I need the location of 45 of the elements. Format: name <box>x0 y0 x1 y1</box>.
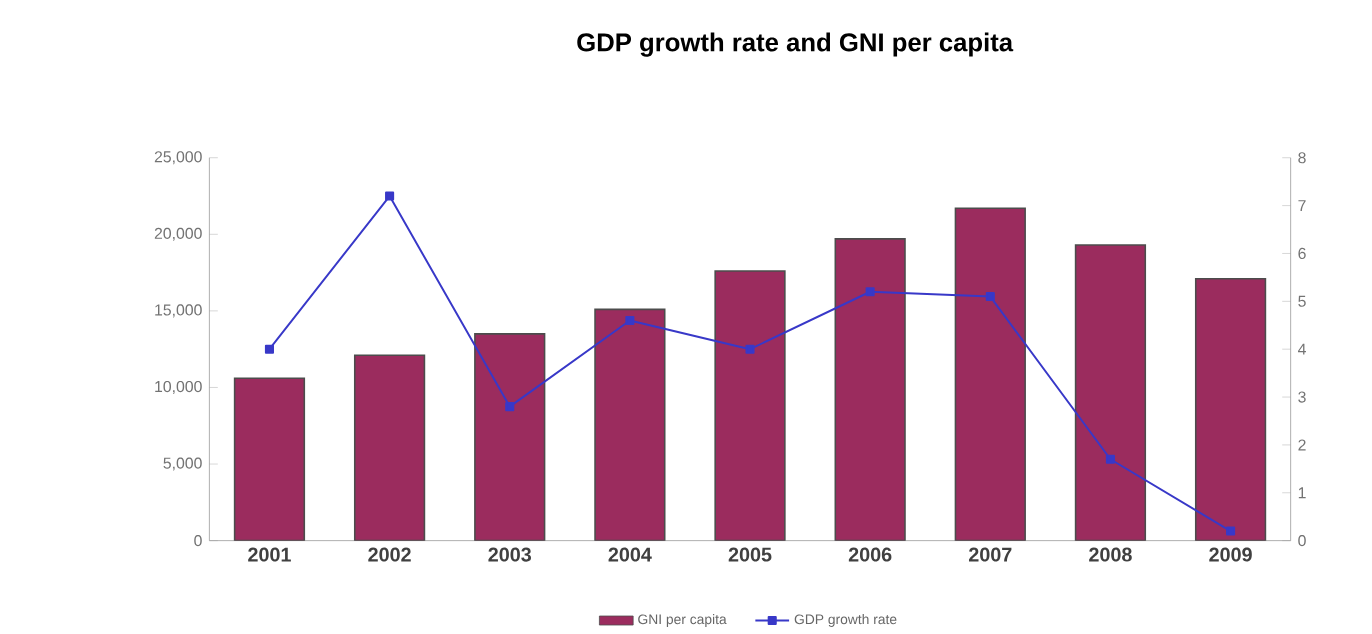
bar <box>954 207 1026 541</box>
y2-tick-label: 4 <box>1298 343 1306 355</box>
chart-title: GDP growth rate and GNI per capita <box>577 32 1014 57</box>
bar <box>1194 278 1267 541</box>
point <box>505 402 515 412</box>
x-tick-label: 2003 <box>488 547 532 562</box>
y2-tick-label: 8 <box>1298 152 1306 164</box>
x-tick-label: 2002 <box>368 547 411 562</box>
bar <box>233 377 306 541</box>
y2-tick-label: 3 <box>1298 391 1306 403</box>
x-tick-label: 2008 <box>1089 547 1132 562</box>
x-tick-label: 2009 <box>1209 547 1252 562</box>
bar <box>353 354 426 541</box>
point <box>865 287 875 297</box>
y-tick-label: 5,000 <box>163 457 202 471</box>
x-tick-label: 2004 <box>608 547 652 562</box>
x-tick-label: 2007 <box>968 547 1012 562</box>
bar <box>714 270 786 541</box>
y2-tick-label: 6 <box>1298 247 1306 260</box>
y2-tick-label: 2 <box>1298 439 1306 451</box>
y-tick-label: 0 <box>194 535 202 547</box>
point <box>985 292 995 302</box>
point <box>1105 454 1115 464</box>
bar <box>1074 244 1147 541</box>
bar <box>594 308 666 541</box>
y2-tick-label: 7 <box>1298 200 1306 212</box>
point <box>264 344 275 354</box>
y-tick-label: 25,000 <box>154 151 202 165</box>
y2-tick-label: 1 <box>1298 487 1306 499</box>
legend-label: GDP growth rate <box>794 614 897 627</box>
legend-label: GNI per capita <box>638 614 727 627</box>
y-tick-label: 10,000 <box>155 381 202 395</box>
bar <box>834 238 906 541</box>
y2-tick-label: 0 <box>1298 535 1306 547</box>
point <box>625 315 635 326</box>
point <box>745 344 755 354</box>
point <box>1226 526 1236 536</box>
x-tick-label: 2005 <box>728 547 772 562</box>
x-tick-label: 2001 <box>248 547 291 562</box>
x-tick-label: 2006 <box>848 547 892 562</box>
y-tick-label: 20,000 <box>154 227 202 241</box>
point <box>385 191 395 201</box>
bar <box>474 333 546 541</box>
y2-tick-label: 5 <box>1298 295 1306 307</box>
y-tick-label: 15,000 <box>155 304 202 318</box>
